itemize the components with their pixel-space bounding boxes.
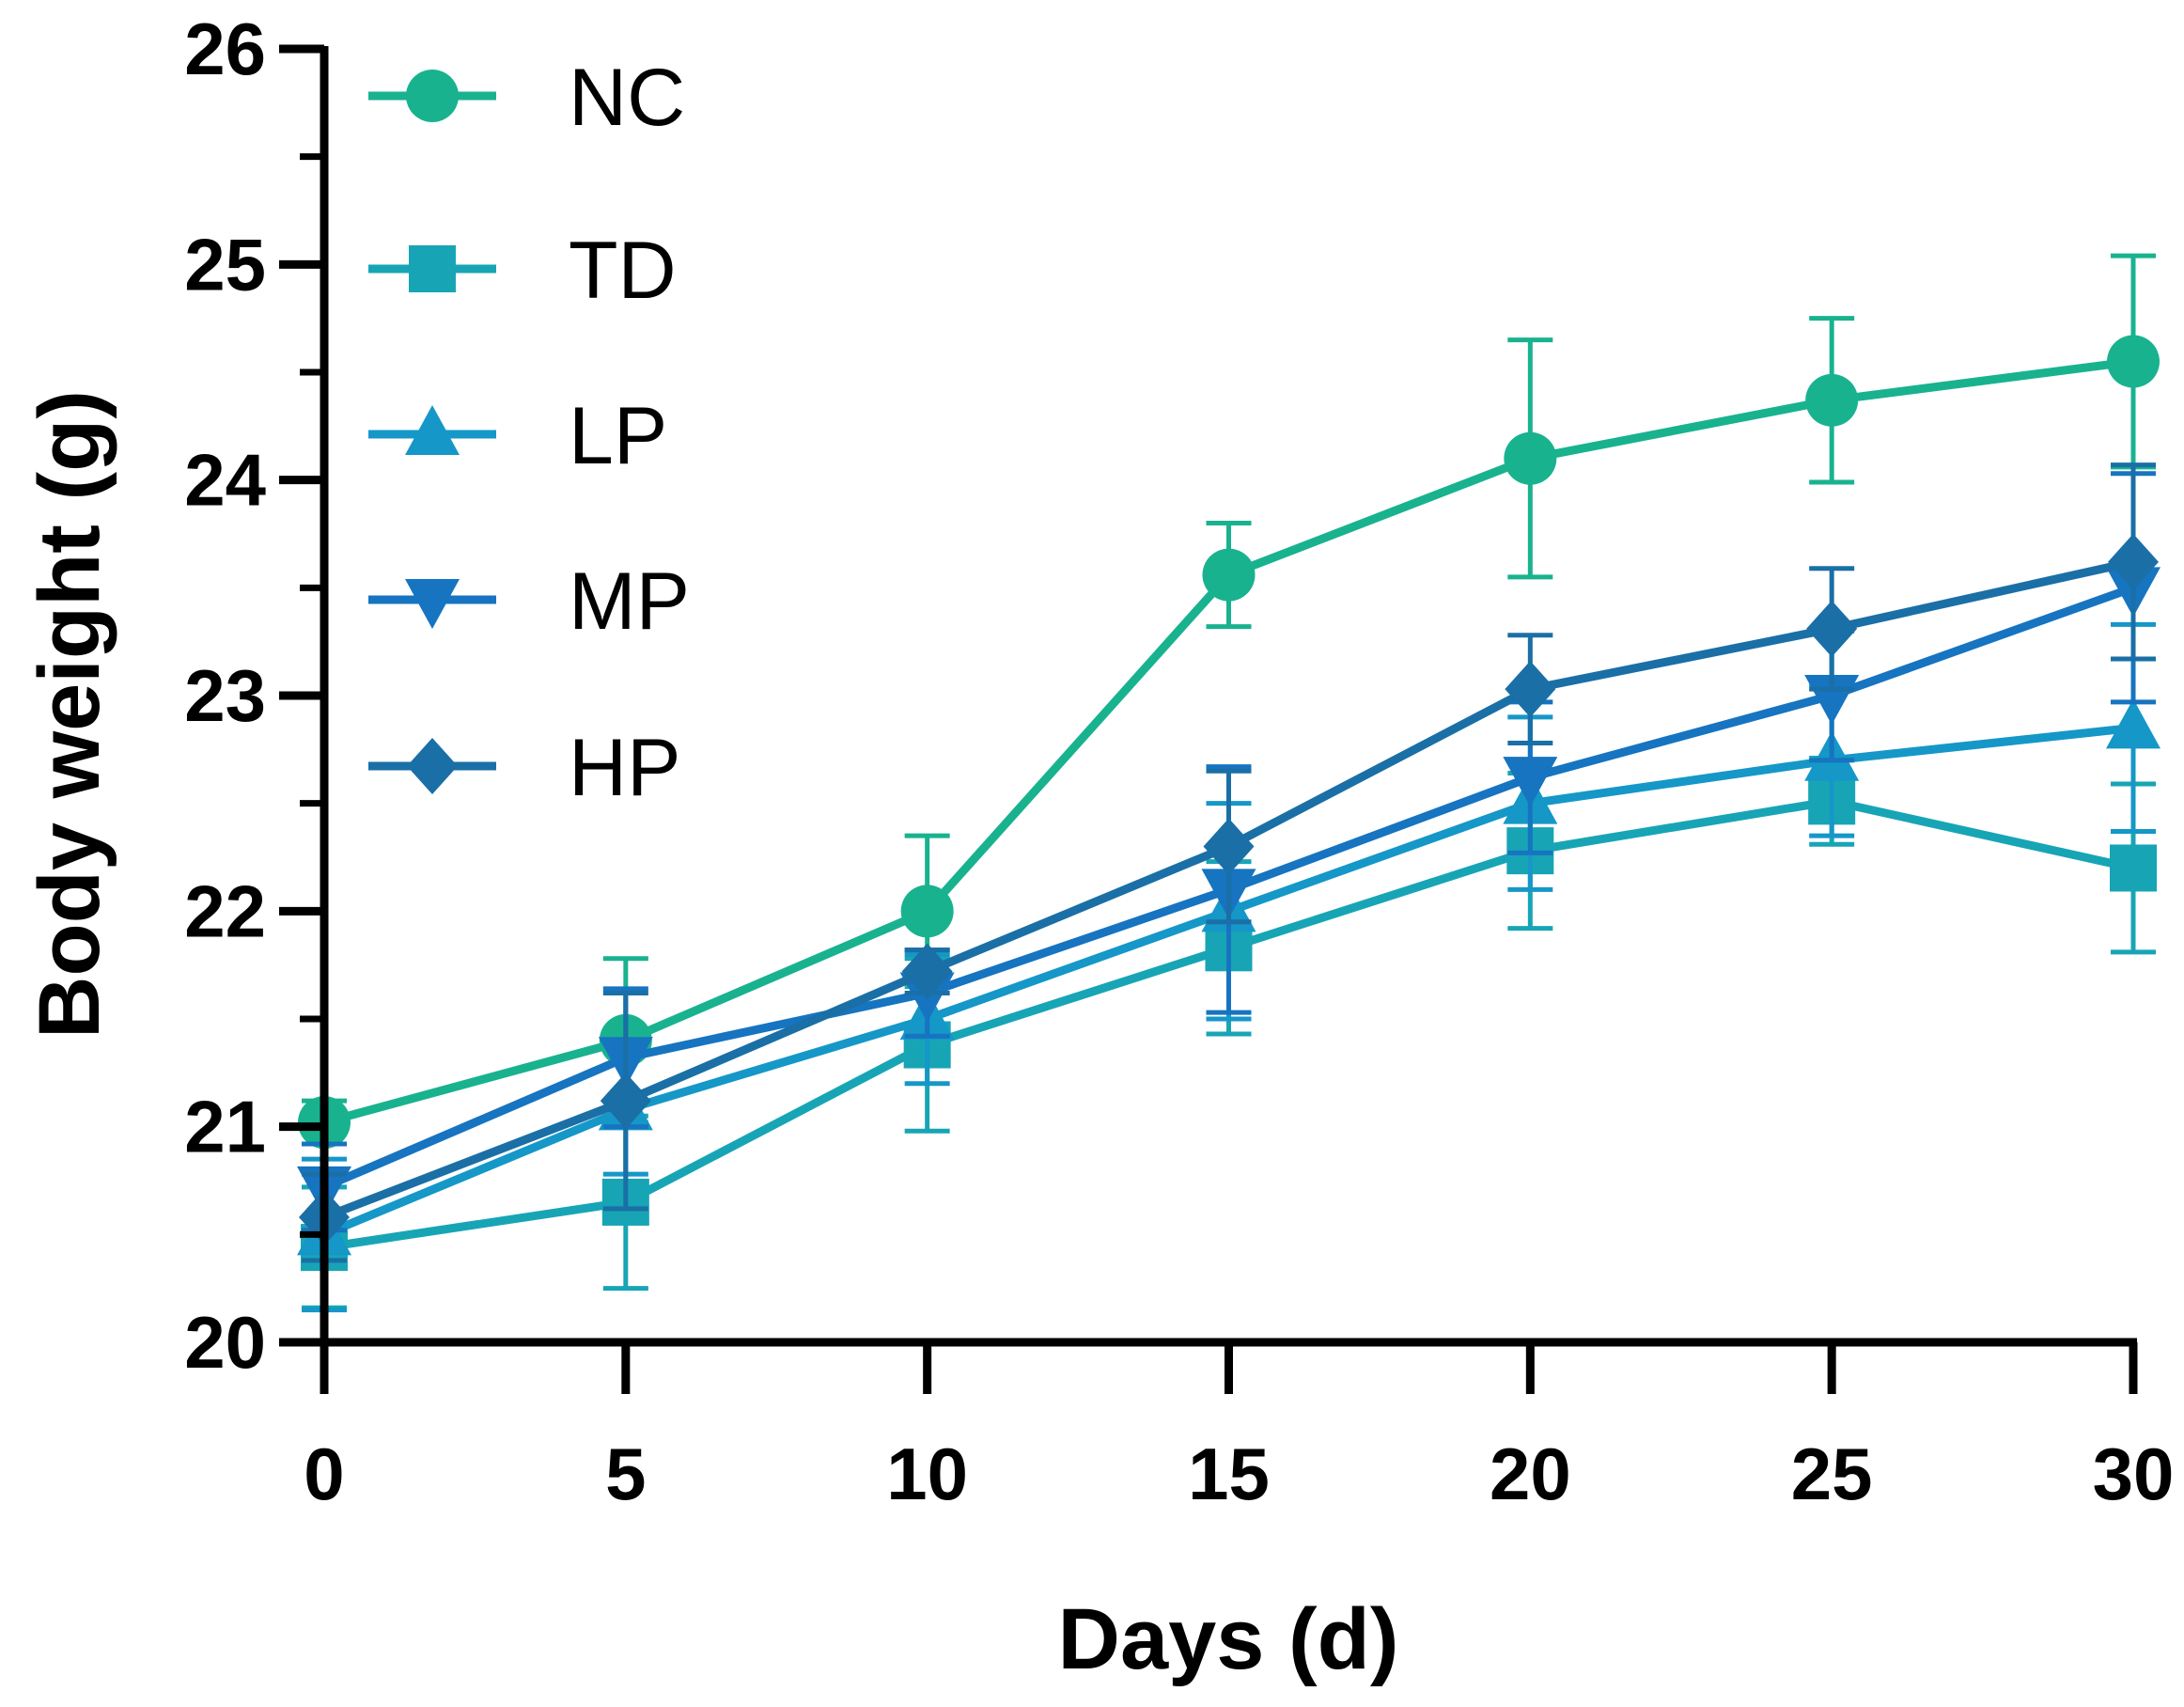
x-tick-label-20: 20 [1490,1433,1571,1515]
legend-label-nc: NC [569,53,685,143]
data-point-mp-20 [1503,757,1558,807]
legend-item-lp: LP [368,391,667,481]
y-tick-label-22: 22 [184,869,266,952]
data-point-nc-10 [900,885,954,938]
data-point-hp-25 [1806,600,1858,657]
data-point-nc-25 [1805,373,1859,427]
x-tick-label-30: 30 [2093,1433,2175,1515]
legend-marker-hp [407,738,458,794]
legend-marker-nc [406,70,459,122]
y-tick-label-26: 26 [184,8,266,90]
data-point-lp-30 [2106,698,2161,749]
series-layer [297,253,2161,1313]
legend-item-td: TD [368,226,677,316]
y-tick-label-21: 21 [184,1086,266,1168]
legend-marker-lp [405,405,460,455]
y-tick-label-25: 25 [184,223,266,305]
legend: NC TD LP MP HP [368,53,690,813]
legend-label-mp: MP [569,556,690,647]
data-point-hp-20 [1505,661,1556,718]
y-tick-label-20: 20 [184,1301,266,1384]
data-point-hp-10 [901,943,953,1000]
series-hp [299,462,2159,1263]
x-tick-label-0: 0 [304,1433,344,1515]
y-axis-title: Body weight (g) [22,390,117,1039]
x-tick-label-25: 25 [1791,1433,1873,1515]
legend-item-nc: NC [368,53,685,143]
legend-marker-td [409,245,456,292]
x-tick-label-10: 10 [886,1433,968,1515]
data-point-nc-15 [1202,548,1256,602]
legend-label-hp: HP [569,723,680,813]
data-point-hp-15 [1203,818,1255,875]
legend-item-mp: MP [368,556,690,647]
legend-label-lp: LP [569,391,667,481]
axes-layer: 20 21 22 23 24 25 26 0 5 10 15 20 25 30 [184,8,2174,1515]
data-point-nc-20 [1504,431,1557,485]
legend-marker-mp [405,579,460,629]
x-tick-label-5: 5 [605,1433,646,1515]
y-tick-label-24: 24 [184,439,266,522]
legend-item-hp: HP [368,723,680,813]
x-tick-label-15: 15 [1188,1433,1270,1515]
legend-label-td: TD [569,226,677,316]
x-axis-title: Days (d) [1058,1591,1399,1687]
data-point-hp-5 [600,1073,651,1130]
data-point-nc-30 [2107,335,2160,388]
data-point-hp-30 [2108,533,2159,590]
y-tick-label-23: 23 [184,654,266,737]
data-point-td-30 [2110,844,2157,892]
